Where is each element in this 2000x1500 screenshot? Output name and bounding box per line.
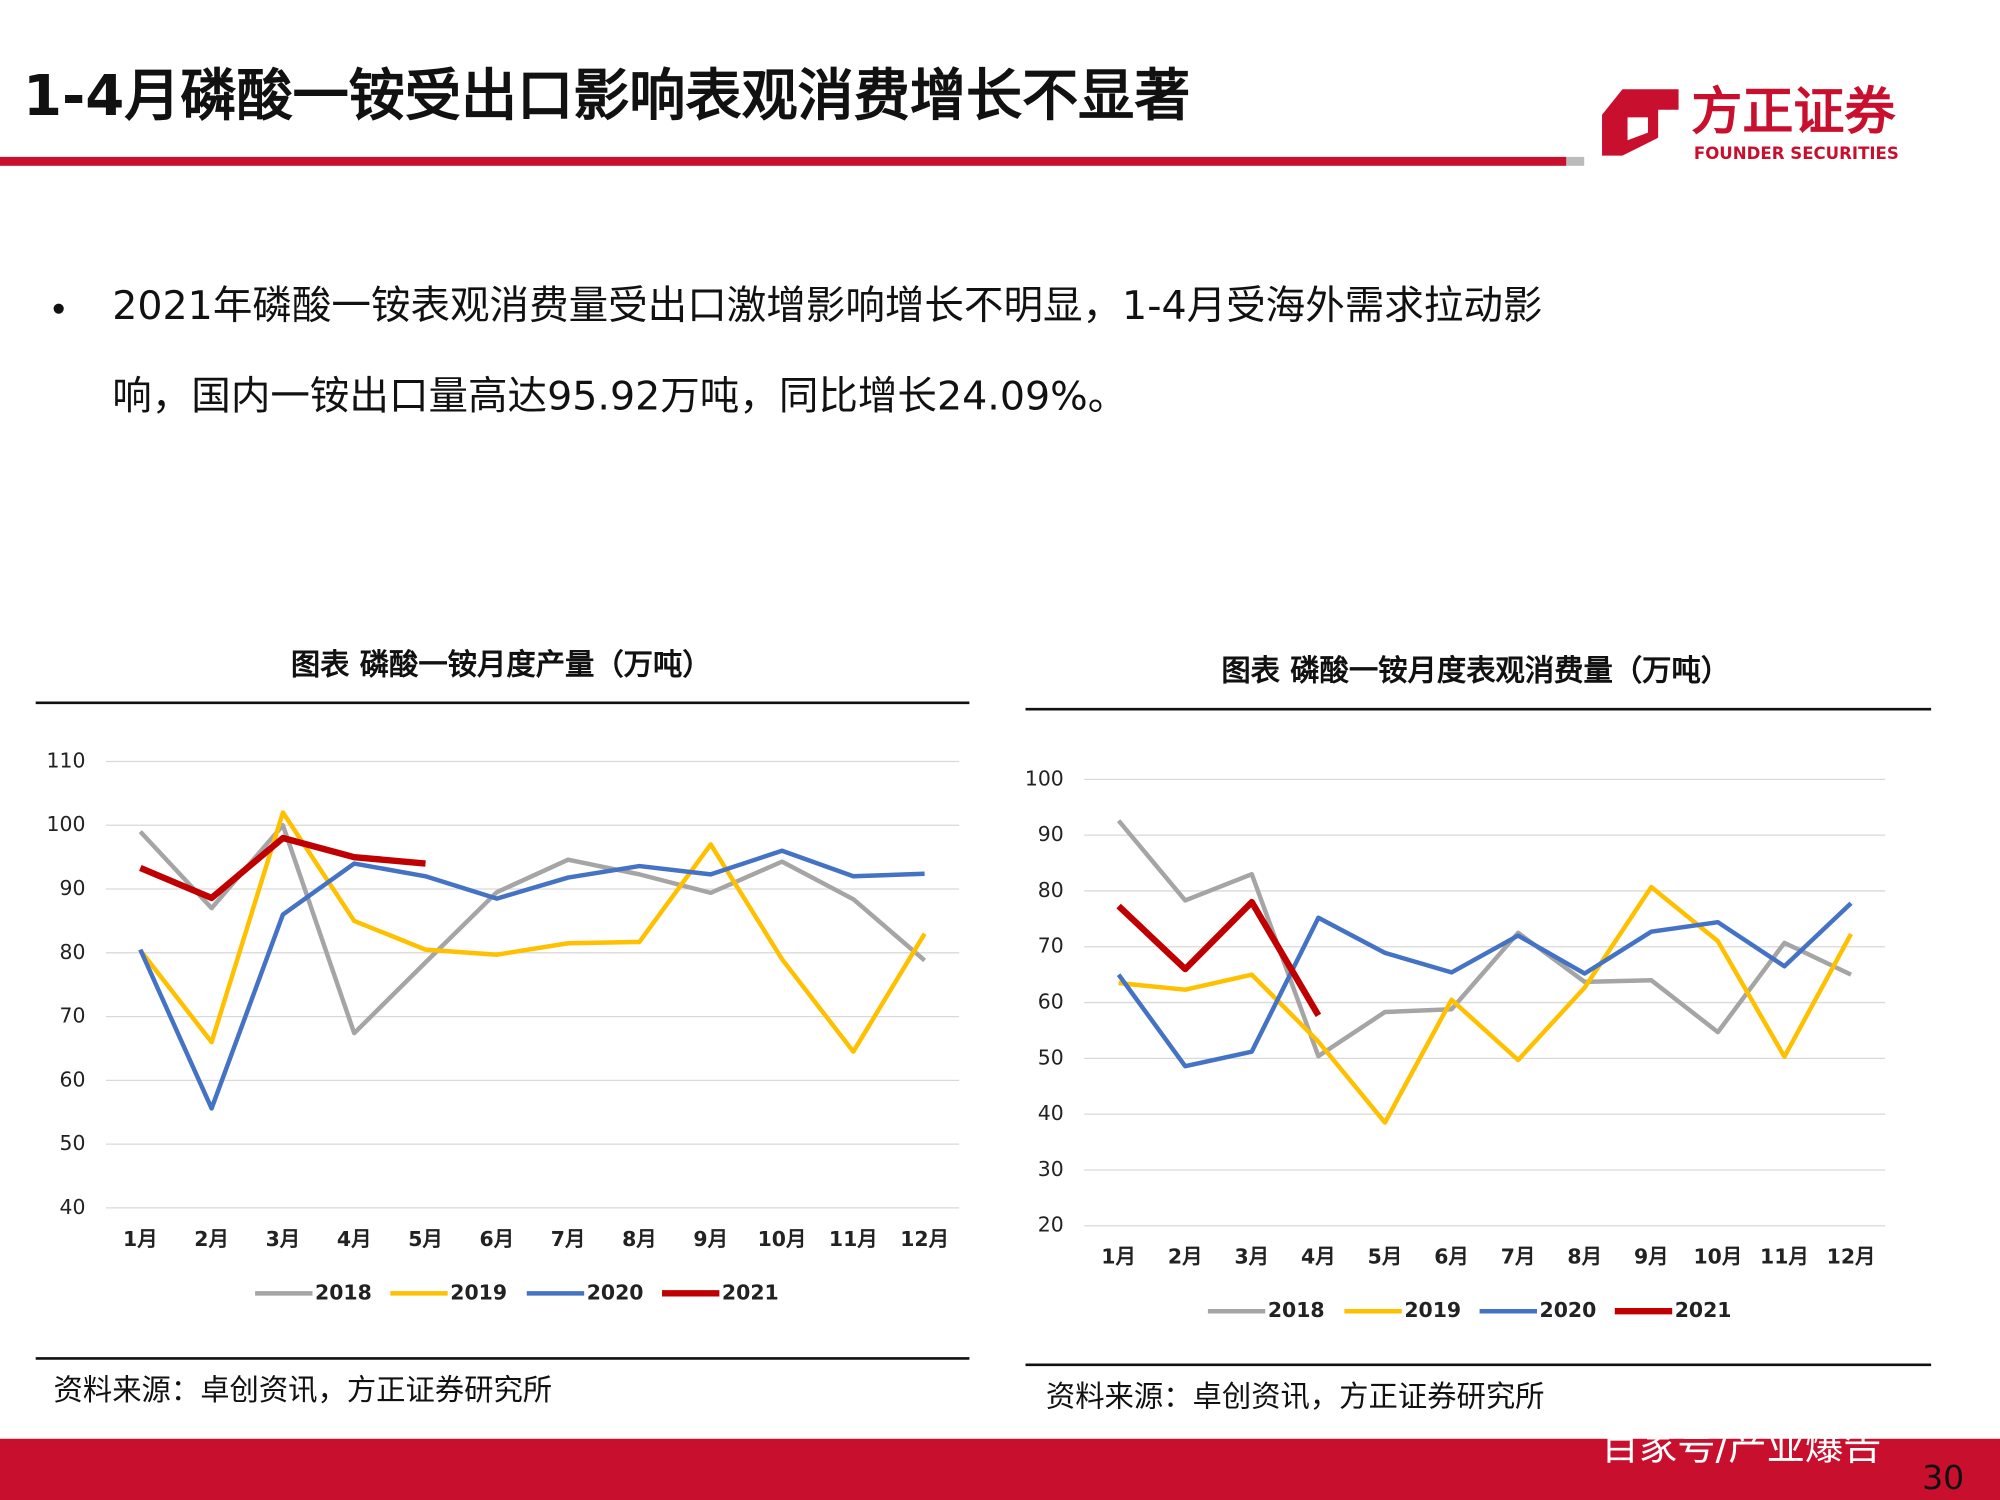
x-tick-label: 11月 bbox=[1760, 1245, 1809, 1269]
x-tick-label: 1月 bbox=[123, 1227, 158, 1251]
y-tick-label: 40 bbox=[60, 1195, 86, 1219]
y-tick-label: 60 bbox=[60, 1067, 86, 1091]
y-tick-label: 20 bbox=[1038, 1213, 1064, 1237]
x-tick-label: 5月 bbox=[1368, 1245, 1403, 1269]
y-tick-label: 50 bbox=[60, 1131, 86, 1155]
x-tick-label: 4月 bbox=[337, 1227, 372, 1251]
y-tick-label: 80 bbox=[1038, 878, 1064, 902]
x-tick-label: 11月 bbox=[829, 1227, 878, 1251]
y-tick-label: 50 bbox=[1038, 1045, 1064, 1069]
x-tick-label: 8月 bbox=[1567, 1245, 1602, 1269]
y-tick-label: 110 bbox=[47, 748, 86, 772]
x-tick-label: 7月 bbox=[551, 1227, 586, 1251]
bullet-text: 2021年磷酸一铵表观消费量受出口激增影响增长不明显，1-4月受海外需求拉动影 bbox=[112, 283, 1542, 329]
x-tick-label: 7月 bbox=[1501, 1245, 1536, 1269]
x-tick-label: 3月 bbox=[266, 1227, 301, 1251]
x-tick-label: 9月 bbox=[693, 1227, 728, 1251]
x-tick-label: 12月 bbox=[900, 1227, 949, 1251]
series-line bbox=[1118, 884, 1853, 1125]
logo-subtext: FOUNDER SECURITIES bbox=[1694, 144, 1899, 163]
footer-band bbox=[0, 1438, 2000, 1500]
x-tick-label: 6月 bbox=[1434, 1245, 1469, 1269]
y-tick-label: 80 bbox=[60, 940, 86, 964]
y-tick-label: 40 bbox=[1038, 1101, 1064, 1125]
title-rule bbox=[0, 156, 1567, 166]
x-tick-label: 6月 bbox=[480, 1227, 515, 1251]
y-tick-label: 70 bbox=[60, 1004, 86, 1028]
legend-label: 2020 bbox=[1540, 1298, 1597, 1322]
x-tick-label: 12月 bbox=[1827, 1245, 1876, 1269]
page-number: 30 bbox=[1922, 1458, 1964, 1497]
legend-label: 2020 bbox=[587, 1280, 644, 1304]
y-tick-label: 100 bbox=[47, 812, 86, 836]
x-tick-label: 5月 bbox=[408, 1227, 443, 1251]
x-tick-label: 10月 bbox=[758, 1227, 807, 1251]
legend-label: 2019 bbox=[450, 1280, 507, 1304]
series-line bbox=[139, 834, 426, 902]
bullet-text: 响，国内一铵出口量高达95.92万吨，同比增长24.09%。 bbox=[112, 374, 1127, 420]
x-tick-label: 2月 bbox=[1168, 1245, 1203, 1269]
watermark: 百家号/产业爆告 bbox=[1601, 1424, 1882, 1469]
x-tick-label: 8月 bbox=[622, 1227, 657, 1251]
chart-source: 资料来源：卓创资讯，方正证券研究所 bbox=[1046, 1379, 1545, 1413]
x-tick-label: 1月 bbox=[1101, 1245, 1136, 1269]
legend-label: 2019 bbox=[1404, 1298, 1461, 1322]
y-tick-label: 30 bbox=[1038, 1157, 1064, 1181]
series-line bbox=[138, 823, 927, 1036]
legend-label: 2021 bbox=[722, 1280, 779, 1304]
chart-title: 图表 磷酸一铵月度产量（万吨） bbox=[291, 647, 712, 681]
bullet-dot bbox=[53, 303, 64, 314]
logo-mark-inner bbox=[1627, 117, 1648, 141]
series-line bbox=[1116, 819, 1852, 1059]
series-line bbox=[1116, 898, 1322, 1018]
logo-text: 方正证券 bbox=[1691, 83, 1896, 142]
legend-label: 2018 bbox=[1268, 1298, 1325, 1322]
legend-label: 2018 bbox=[315, 1280, 372, 1304]
x-tick-label: 9月 bbox=[1634, 1245, 1669, 1269]
slide-title: 1-4月磷酸一铵受出口影响表观消费增长不显著 bbox=[23, 64, 1190, 129]
title-rule-end bbox=[1566, 156, 1585, 166]
x-tick-label: 4月 bbox=[1301, 1245, 1336, 1269]
y-tick-label: 70 bbox=[1038, 934, 1064, 958]
y-tick-label: 90 bbox=[60, 876, 86, 900]
y-tick-label: 60 bbox=[1038, 990, 1064, 1014]
series-line bbox=[1116, 901, 1853, 1069]
y-tick-label: 100 bbox=[1025, 766, 1064, 790]
series-line bbox=[138, 848, 925, 1111]
chart-source: 资料来源：卓创资讯，方正证券研究所 bbox=[54, 1373, 553, 1407]
y-tick-label: 90 bbox=[1038, 822, 1064, 846]
chart-title: 图表 磷酸一铵月度表观消费量（万吨） bbox=[1221, 654, 1730, 688]
x-tick-label: 10月 bbox=[1693, 1245, 1742, 1269]
legend-label: 2021 bbox=[1675, 1298, 1732, 1322]
x-tick-label: 3月 bbox=[1234, 1245, 1269, 1269]
x-tick-label: 2月 bbox=[194, 1227, 229, 1251]
